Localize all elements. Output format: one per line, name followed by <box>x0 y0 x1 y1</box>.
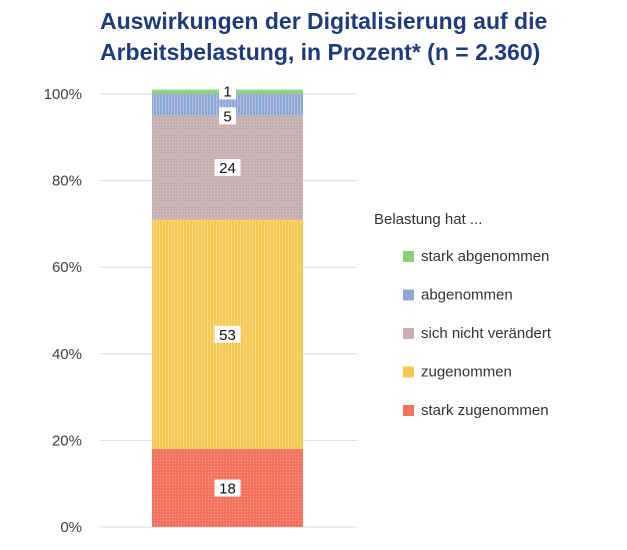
legend-swatch-stark-abgenommen <box>403 251 414 262</box>
chart-title-line-1: Auswirkungen der Digitalisierung auf die <box>100 8 548 34</box>
chart-title-line-2: Arbeitsbelastung, in Prozent* (n = 2.360… <box>100 39 541 65</box>
y-tick-label: 80% <box>52 173 82 190</box>
bar-segment-texture <box>152 94 303 116</box>
data-label-abgenommen: 5 <box>223 108 231 125</box>
legend-label-zugenommen: zugenommen <box>421 364 512 381</box>
legend-label-abgenommen: abgenommen <box>421 287 513 304</box>
legend-swatch-stark-zugenommen <box>403 405 414 416</box>
legend-swatch-sich-nicht-ver-ndert <box>403 328 414 339</box>
legend-swatch-abgenommen <box>403 289 414 301</box>
y-tick-label: 0% <box>60 519 82 536</box>
data-label-box <box>214 479 241 497</box>
legend-label-stark-abgenommen: stark abgenommen <box>421 248 549 265</box>
data-label-box <box>214 159 241 177</box>
data-label-sich-nicht-ver-ndert: 24 <box>219 160 236 177</box>
legend-label-sich-nicht-ver-ndert: sich nicht verändert <box>421 325 552 342</box>
legend-title: Belastung hat ... <box>374 211 482 228</box>
data-label-stark-zugenommen: 18 <box>219 481 236 498</box>
data-label-box <box>219 82 236 100</box>
chart-title: Auswirkungen der Digitalisierung auf die… <box>100 6 620 68</box>
y-tick-label: 40% <box>52 346 82 363</box>
data-label-stark-abgenommen: 1 <box>223 83 231 100</box>
data-label-box <box>219 107 236 125</box>
legend-swatch-zugenommen <box>403 366 414 378</box>
legend-label-stark-zugenommen: stark zugenommen <box>421 402 549 419</box>
y-tick-label: 20% <box>52 432 82 449</box>
y-tick-label: 100% <box>44 86 82 103</box>
data-label-zugenommen: 53 <box>219 327 236 344</box>
y-tick-label: 60% <box>52 259 82 276</box>
data-label-box <box>214 325 241 343</box>
